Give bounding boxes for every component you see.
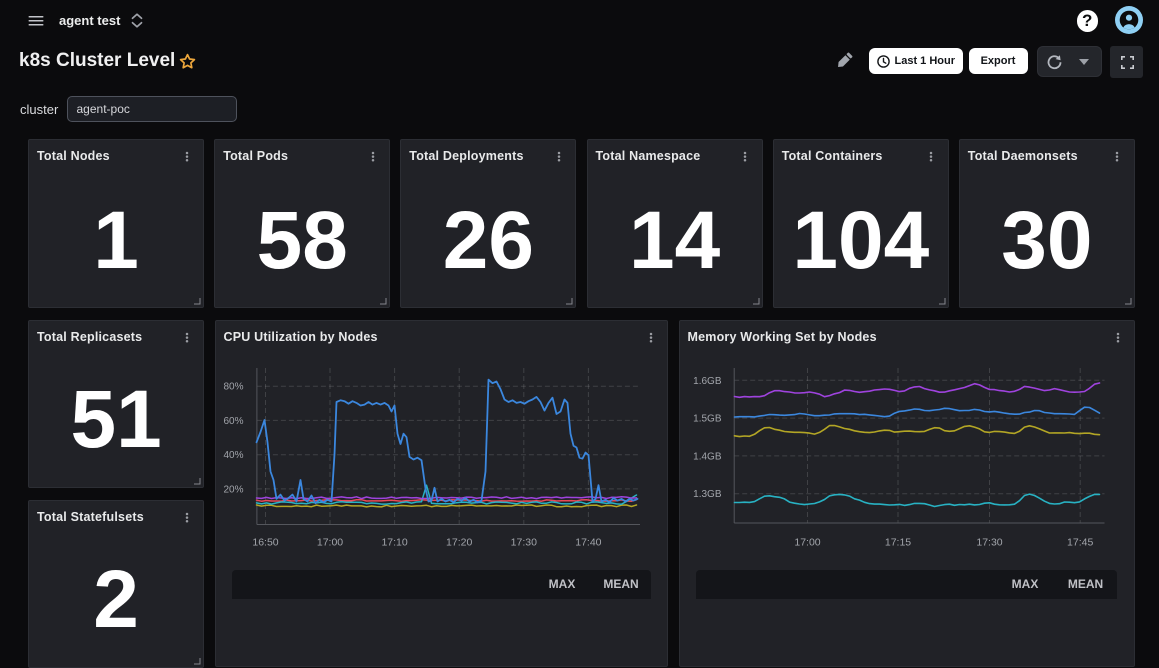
- svg-text:1.5GB: 1.5GB: [693, 414, 722, 425]
- svg-text:1.3GB: 1.3GB: [693, 489, 722, 500]
- svg-text:40%: 40%: [223, 450, 243, 461]
- svg-text:1.6GB: 1.6GB: [693, 376, 722, 387]
- svg-text:17:10: 17:10: [381, 537, 407, 549]
- svg-text:17:45: 17:45: [1067, 537, 1093, 549]
- svg-text:80%: 80%: [223, 382, 243, 393]
- svg-text:17:40: 17:40: [575, 537, 601, 549]
- svg-text:17:20: 17:20: [446, 537, 472, 549]
- svg-text:17:15: 17:15: [884, 537, 910, 549]
- svg-text:20%: 20%: [223, 484, 243, 495]
- svg-text:17:00: 17:00: [316, 537, 342, 549]
- svg-text:17:30: 17:30: [510, 537, 536, 549]
- svg-text:17:00: 17:00: [794, 537, 820, 549]
- svg-text:16:50: 16:50: [252, 537, 278, 549]
- svg-text:60%: 60%: [223, 416, 243, 427]
- svg-text:1.4GB: 1.4GB: [693, 451, 722, 462]
- svg-text:17:30: 17:30: [976, 537, 1002, 549]
